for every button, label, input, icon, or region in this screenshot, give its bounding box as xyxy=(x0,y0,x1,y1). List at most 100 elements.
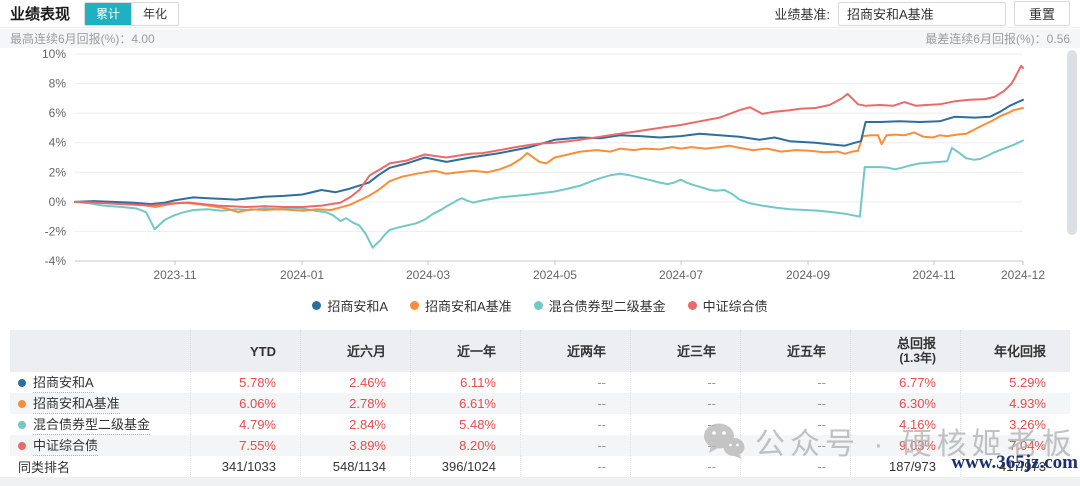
x-axis-label: 2023-11 xyxy=(153,268,196,282)
table-value-cell: -- xyxy=(740,372,850,393)
table-value-cell: 4.79% xyxy=(190,414,300,435)
y-axis-label: 6% xyxy=(49,106,67,120)
row-name-cell: 同类排名 xyxy=(10,456,190,477)
tab-cumulative[interactable]: 累计 xyxy=(85,2,132,25)
benchmark-input[interactable] xyxy=(837,1,1006,26)
y-axis-label: -2% xyxy=(45,224,67,238)
legend-item[interactable]: 招商安和A xyxy=(312,296,388,315)
legend-item[interactable]: 中证综合债 xyxy=(687,296,768,315)
series-dot-icon xyxy=(18,399,26,408)
stats-strip: 最高连续6月回报(%)：4.00 最差连续6月回报(%)：0.56 xyxy=(0,29,1080,48)
table-value-cell: 4.93% xyxy=(960,393,1070,414)
row-name-cell: 中证综合债 xyxy=(10,435,190,456)
table-value-cell: 3.26% xyxy=(960,414,1070,435)
table-value-cell: 396/1024 xyxy=(410,456,520,477)
legend-label: 混合债券型二级基金 xyxy=(548,298,666,314)
series-dot-icon xyxy=(18,378,26,387)
y-axis-label: 2% xyxy=(49,165,67,179)
table-header-cell: 近一年 xyxy=(410,330,520,372)
table-value-cell: -- xyxy=(630,414,740,435)
table-value-cell: 341/1033 xyxy=(190,456,300,477)
table-header-cell: 近六月 xyxy=(300,330,410,372)
series-dot-icon xyxy=(18,420,26,429)
x-axis-label: 2024-07 xyxy=(659,268,703,282)
y-axis-label: 0% xyxy=(49,195,67,209)
table-row: 招商安和A 5.78% 2.46% 6.11% -- -- -- 6.77% 5.29% xyxy=(10,372,1070,393)
row-name: 中证综合债 xyxy=(33,435,99,456)
table-value-cell: -- xyxy=(630,372,740,393)
best-6m-return: 最高连续6月回报(%)：4.00 xyxy=(10,32,155,46)
table-value-cell: -- xyxy=(740,456,850,477)
x-axis-label: 2024-12 xyxy=(1001,268,1045,282)
series-line xyxy=(74,107,1024,214)
table-value-cell: -- xyxy=(520,372,630,393)
row-name-cell: 混合债券型二级基金 xyxy=(10,414,190,435)
table-value-cell: 417/973 xyxy=(960,456,1070,477)
legend-label: 招商安和A基准 xyxy=(424,298,512,314)
series-dot-icon xyxy=(18,441,26,450)
table-value-cell: 8.20% xyxy=(410,435,520,456)
table-row: 同类排名 341/1033 548/1134 396/1024 -- -- -- 187/97… xyxy=(10,456,1070,477)
table-value-cell: 548/1134 xyxy=(300,456,410,477)
table-row: 中证综合债 7.55% 3.89% 8.20% -- -- -- 9.03% 7.04% xyxy=(10,435,1070,456)
table-header-cell xyxy=(10,330,190,372)
x-axis-label: 2024-03 xyxy=(406,268,450,282)
table-value-cell: -- xyxy=(630,435,740,456)
table-header-cell: 近五年 xyxy=(740,330,850,372)
view-mode-tabs: 累计 年化 xyxy=(84,1,180,26)
table-header-row: YTD 近六月 近一年 近两年 近三年 近五年 总回报 (1.3年) 年化回报 xyxy=(10,330,1070,372)
row-name: 招商安和A xyxy=(33,372,94,393)
legend-label: 招商安和A xyxy=(327,298,388,314)
table-header-cell: 近三年 xyxy=(630,330,740,372)
table-value-cell: 5.29% xyxy=(960,372,1070,393)
table-value-cell: 6.06% xyxy=(190,393,300,414)
x-axis-label: 2024-09 xyxy=(786,268,830,282)
table-value-cell: -- xyxy=(740,393,850,414)
legend-dot-icon xyxy=(312,300,322,310)
table-header-cell: 年化回报 xyxy=(960,330,1070,372)
legend-label: 中证综合债 xyxy=(702,298,768,314)
legend-dot-icon xyxy=(533,300,543,310)
table-value-cell: 6.11% xyxy=(410,372,520,393)
worst-6m-return: 最差连续6月回报(%)：0.56 xyxy=(925,32,1070,46)
table-value-cell: -- xyxy=(630,456,740,477)
table-value-cell: 6.61% xyxy=(410,393,520,414)
legend-item[interactable]: 混合债券型二级基金 xyxy=(533,296,666,315)
y-axis-label: 8% xyxy=(49,77,67,91)
row-name: 招商安和A基准 xyxy=(33,393,120,414)
table-value-cell: 5.78% xyxy=(190,372,300,393)
benchmark-label: 业绩基准: xyxy=(774,7,830,22)
legend-item[interactable]: 招商安和A基准 xyxy=(409,296,512,315)
table-header-cell: 总回报 (1.3年) xyxy=(850,330,960,372)
table-header-cell: 近两年 xyxy=(520,330,630,372)
table-value-cell: 187/973 xyxy=(850,456,960,477)
table-value-cell: 2.78% xyxy=(300,393,410,414)
table-value-cell: -- xyxy=(520,456,630,477)
table-value-cell: 7.04% xyxy=(960,435,1070,456)
table-value-cell: -- xyxy=(520,393,630,414)
table-value-cell: 5.48% xyxy=(410,414,520,435)
tab-annualized[interactable]: 年化 xyxy=(131,2,179,25)
y-axis-label: -4% xyxy=(45,254,67,268)
x-axis-label: 2024-01 xyxy=(280,268,324,282)
scrollbar-thumb[interactable] xyxy=(1067,50,1077,235)
table-row: 招商安和A基准 6.06% 2.78% 6.61% -- -- -- 6.30% 4.93% xyxy=(10,393,1070,414)
row-name-cell: 招商安和A xyxy=(10,372,190,393)
table-value-cell: -- xyxy=(520,414,630,435)
table-value-cell: 7.55% xyxy=(190,435,300,456)
y-axis-label: 4% xyxy=(49,136,67,150)
table-row: 混合债券型二级基金 4.79% 2.84% 5.48% -- -- -- 4.16% 3.26% xyxy=(10,414,1070,435)
table-value-cell: 4.16% xyxy=(850,414,960,435)
legend-dot-icon xyxy=(687,300,697,310)
table-value-cell: 2.84% xyxy=(300,414,410,435)
table-value-cell: -- xyxy=(630,393,740,414)
table-value-cell: -- xyxy=(520,435,630,456)
series-line xyxy=(74,64,1024,208)
row-name: 同类排名 xyxy=(18,460,71,475)
reset-button[interactable]: 重置 xyxy=(1013,1,1070,26)
performance-table: YTD 近六月 近一年 近两年 近三年 近五年 总回报 (1.3年) 年化回报 招商安和A 5.78… xyxy=(10,330,1070,477)
row-name-cell: 招商安和A基准 xyxy=(10,393,190,414)
table-value-cell: -- xyxy=(740,435,850,456)
series-line xyxy=(74,98,1024,206)
table-value-cell: -- xyxy=(740,414,850,435)
